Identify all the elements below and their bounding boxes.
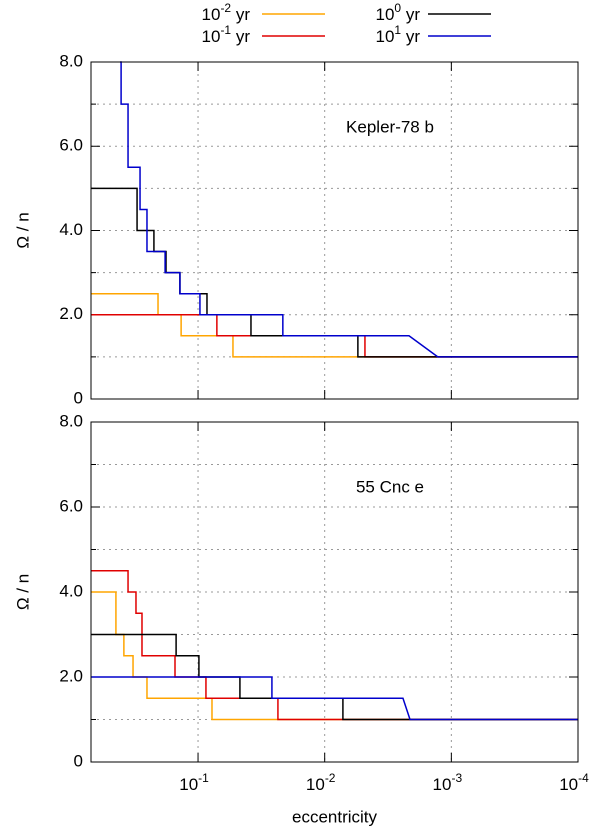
y-tick-label: 4.0: [59, 581, 83, 600]
x-tick-label-part: -4: [578, 771, 589, 785]
x-tick-label-part: 10: [306, 775, 325, 794]
x-tick-label: 10-1: [179, 771, 209, 794]
x-tick-label-part: 10: [433, 775, 452, 794]
y-tick-label: 8.0: [59, 51, 83, 70]
x-tick-label-part: -2: [325, 771, 336, 785]
legend-label-part: 10: [202, 27, 221, 46]
legend-label-part: 10: [376, 27, 395, 46]
x-tick-label: 10-4: [559, 771, 589, 794]
legend-label: 100 yr: [376, 1, 421, 24]
series-line: [91, 292, 578, 358]
x-tick-label-part: 10: [179, 775, 198, 794]
legend-label-part: yr: [401, 5, 420, 24]
x-tick-label-part: -3: [451, 771, 462, 785]
legend-label: 101 yr: [376, 23, 421, 46]
y-axis-label: Ω / n: [13, 574, 32, 610]
annotation: Kepler-78 b: [346, 117, 434, 136]
x-tick-label-part: -1: [198, 771, 209, 785]
plot-frame: [90, 421, 579, 763]
legend-label-part: yr: [401, 27, 420, 46]
x-tick-label: 10-2: [306, 771, 336, 794]
legend-label-part: yr: [231, 27, 250, 46]
legend-label-part: 10: [376, 5, 395, 24]
y-tick-label: 6.0: [59, 136, 83, 155]
y-tick-label: 0: [74, 388, 83, 407]
y-tick-label: 0: [74, 751, 83, 770]
legend-label: 10-2 yr: [202, 1, 251, 24]
legend-label-part: yr: [231, 5, 250, 24]
annotation: 55 Cnc e: [356, 477, 424, 496]
y-tick-label: 6.0: [59, 496, 83, 515]
x-tick-label: 10-3: [433, 771, 463, 794]
legend-label-part: 1: [394, 23, 401, 37]
y-tick-label: 8.0: [59, 411, 83, 430]
legend-label: 10-1 yr: [202, 23, 251, 46]
series-line: [120, 61, 578, 358]
legend-label-part: -1: [220, 23, 231, 37]
x-tick-label-part: 10: [559, 775, 578, 794]
series-line: [91, 591, 578, 721]
x-axis-label: eccentricity: [292, 807, 378, 826]
legend-label-part: -2: [220, 1, 231, 15]
y-tick-label: 2.0: [59, 304, 83, 323]
y-tick-label: 4.0: [59, 220, 83, 239]
y-axis-label: Ω / n: [13, 212, 32, 248]
legend-label-part: 0: [394, 1, 401, 15]
series-line: [91, 570, 578, 721]
legend-label-part: 10: [202, 5, 221, 24]
series-line: [91, 676, 578, 721]
plot-frame: [90, 61, 579, 400]
y-tick-label: 2.0: [59, 666, 83, 685]
